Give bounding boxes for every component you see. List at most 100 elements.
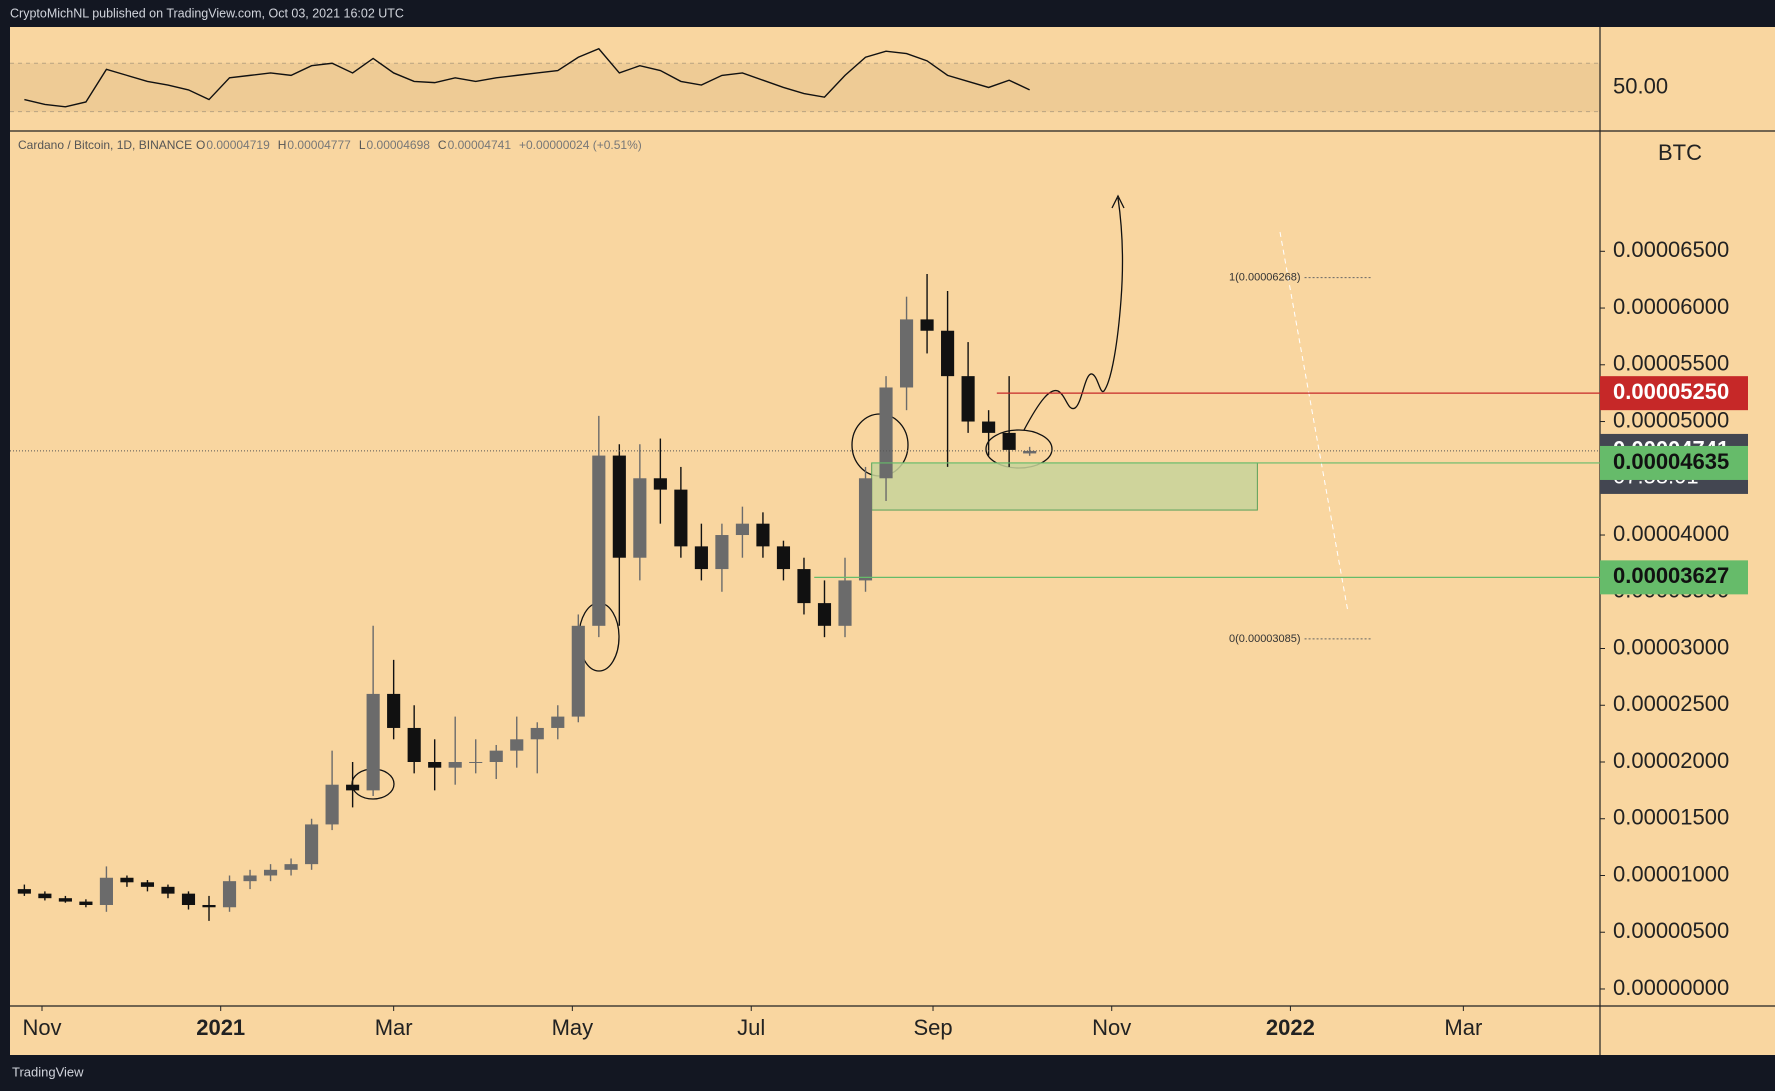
footer-text: TradingView — [12, 1064, 84, 1079]
candle-body — [735, 523, 749, 536]
legend-ohlc-name: O — [196, 138, 205, 152]
candle-body — [694, 546, 708, 570]
candle-body — [469, 761, 483, 763]
x-tick-label: Sep — [913, 1015, 952, 1040]
projection-arrowhead — [1111, 194, 1125, 209]
candle-body — [489, 750, 503, 762]
candle-body — [961, 376, 975, 422]
price-label-box — [1600, 445, 1748, 480]
candle-body — [305, 824, 319, 865]
candle-body — [592, 455, 606, 626]
legend-symbol: Cardano / Bitcoin, 1D, BINANCE — [18, 138, 192, 152]
candle-body — [79, 901, 93, 905]
candle-body — [633, 478, 647, 558]
candle-body — [38, 893, 52, 899]
fib-label: 0(0.00003085) — [1229, 633, 1301, 645]
legend-ohlc-value: 0.00004777 — [287, 138, 351, 152]
price-label-box — [1600, 376, 1748, 411]
chart-background — [10, 27, 1775, 1055]
candle-body — [551, 716, 565, 728]
candle-body — [263, 869, 278, 876]
y-tick-label: 0.00004000 — [1613, 521, 1729, 546]
rsi-tick-label: 50.00 — [1613, 73, 1668, 98]
y-tick-label: 0.00003000 — [1613, 634, 1729, 659]
x-tick-label: 2021 — [196, 1015, 245, 1040]
x-tick-label: Jul — [737, 1015, 765, 1040]
price-axis-unit: BTC — [1658, 140, 1702, 165]
candle-body — [284, 864, 298, 870]
y-tick-label: 0.00000000 — [1613, 975, 1729, 1000]
y-tick-label: 0.00001500 — [1613, 805, 1729, 830]
candle-body — [387, 693, 401, 728]
x-tick-label: 2022 — [1266, 1015, 1315, 1040]
candle-body — [571, 625, 585, 717]
candle-body — [448, 761, 462, 768]
candle-body — [982, 421, 996, 433]
price-label: 0.00003627 — [1613, 563, 1729, 588]
candle-body — [920, 319, 934, 331]
x-tick-label: Nov — [1092, 1015, 1131, 1040]
candle-body — [674, 489, 688, 547]
y-tick-label: 0.00001000 — [1613, 861, 1729, 886]
legend-ohlc-value: 0.00004698 — [367, 138, 431, 152]
y-tick-label: 0.00006000 — [1613, 294, 1729, 319]
candle-body — [879, 387, 893, 479]
candle-body — [941, 330, 955, 377]
y-tick-label: 0.00000500 — [1613, 918, 1729, 943]
candle-body — [428, 761, 442, 768]
candle-body — [715, 535, 729, 570]
candle-body — [243, 875, 257, 882]
candle-body — [858, 478, 873, 581]
candle-body — [161, 886, 175, 894]
y-tick-label: 0.00002500 — [1613, 691, 1729, 716]
candle-body — [346, 784, 360, 791]
legend-ohlc-value: 0.00004719 — [206, 138, 270, 152]
candle-body — [530, 727, 544, 740]
candle-body — [797, 569, 811, 604]
legend-ohlc-value: 0.00004741 — [448, 138, 512, 152]
candle-body — [653, 478, 667, 490]
x-tick-label: Mar — [1444, 1015, 1482, 1040]
price-label: 0.00004635 — [1613, 449, 1729, 474]
rsi-band — [10, 63, 1600, 112]
candle-body — [99, 877, 113, 905]
candle-body — [612, 455, 626, 558]
fib-trend-line — [1279, 231, 1349, 613]
candle-body — [17, 889, 31, 894]
support-zone — [871, 462, 1258, 511]
candle-body — [1002, 432, 1016, 450]
legend-ohlc-name: L — [359, 138, 366, 152]
candle-body — [202, 904, 216, 908]
candle-body — [838, 580, 852, 626]
header-text: CryptoMichNL published on TradingView.co… — [10, 6, 404, 20]
candle-body — [120, 877, 134, 883]
x-tick-label: May — [552, 1015, 594, 1040]
y-tick-label: 0.00006500 — [1613, 237, 1729, 262]
legend-ohlc-name: H — [278, 138, 287, 152]
legend-ohlc-name: C — [438, 138, 447, 152]
candle-body — [776, 546, 791, 570]
price-label-box — [1600, 560, 1748, 595]
y-tick-label: 0.00005000 — [1613, 407, 1729, 432]
candle-body — [510, 739, 524, 751]
fib-label: 1(0.00006268) — [1229, 272, 1301, 284]
x-tick-label: Nov — [22, 1015, 61, 1040]
candle-body — [181, 893, 196, 905]
candle-body — [366, 693, 380, 791]
candle-body — [407, 727, 421, 762]
y-tick-label: 0.00002000 — [1613, 748, 1729, 773]
y-tick-label: 0.00005500 — [1613, 351, 1729, 376]
candle-body — [899, 319, 914, 388]
price-label: 0.00005250 — [1613, 379, 1729, 404]
rsi-line — [24, 47, 1030, 108]
candle-body — [325, 784, 339, 825]
hand-drawn-projection — [1023, 197, 1124, 431]
candle-body — [58, 898, 72, 902]
candle-body — [817, 603, 832, 626]
candle-body — [222, 881, 237, 908]
candle-body — [140, 882, 155, 887]
legend-change: +0.00000024 (+0.51%) — [519, 138, 642, 152]
x-tick-label: Mar — [375, 1015, 413, 1040]
candle-body — [756, 523, 770, 547]
